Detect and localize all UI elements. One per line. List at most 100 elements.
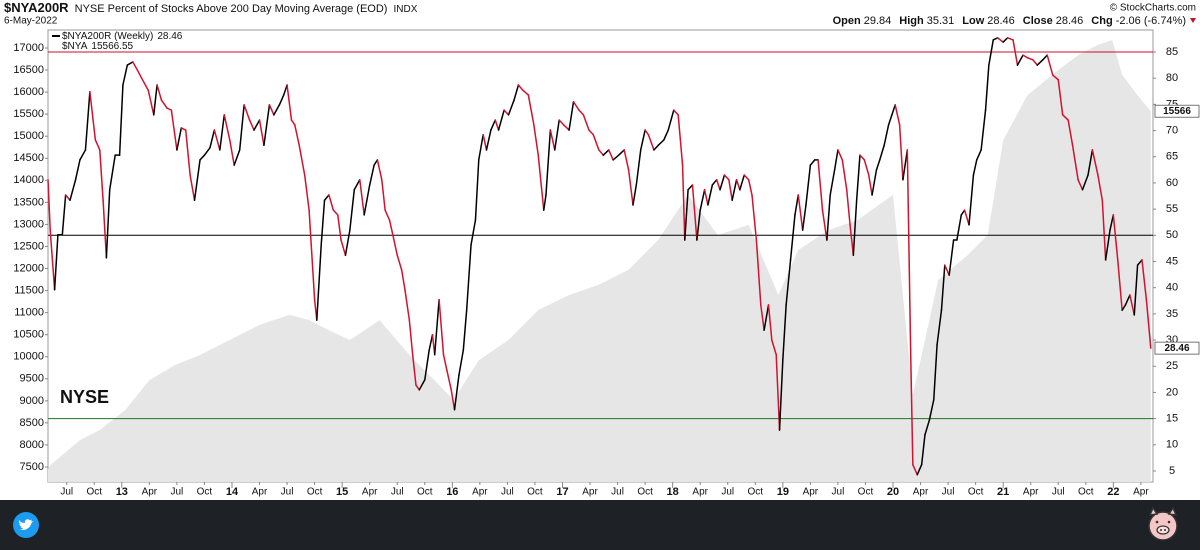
line-segment (743, 174, 750, 181)
line-segment (879, 144, 885, 161)
x-tick-label: Apr (803, 487, 819, 498)
line-segment (69, 179, 77, 201)
line-segment (845, 188, 851, 226)
chart-title: NYSE Percent of Stocks Above 200 Day Mov… (75, 3, 388, 15)
line-segment (273, 104, 281, 116)
line-segment (474, 159, 480, 221)
footer (0, 500, 1200, 550)
line-segment (747, 179, 753, 196)
header-line: $NYA200R NYSE Percent of Stocks Above 20… (4, 0, 418, 15)
line-segment (458, 349, 465, 376)
x-tick-label: 21 (997, 486, 1009, 498)
line-segment (1071, 144, 1079, 181)
line-segment (344, 229, 351, 256)
line-segment (189, 174, 196, 201)
line-segment (673, 109, 679, 116)
x-tick-label: Jul (721, 487, 734, 498)
line-segment (1091, 149, 1099, 176)
line-segment (1133, 264, 1139, 316)
line-segment (1012, 39, 1019, 66)
line-segment (920, 434, 926, 466)
line-segment (522, 89, 530, 96)
line-segment (248, 119, 255, 131)
line-segment (122, 64, 129, 86)
line-segment (871, 169, 878, 196)
line-segment (308, 209, 316, 301)
line-segment (203, 147, 211, 156)
line-segment (102, 199, 108, 259)
line-segment (1061, 114, 1069, 121)
line-segment (108, 154, 116, 191)
stat-label: Chg (1091, 15, 1112, 27)
twitter-bird (18, 519, 33, 530)
y2-tick-label: 60 (1166, 177, 1178, 189)
x-tick-label: Oct (1078, 487, 1094, 498)
x-tick-label: 18 (667, 486, 679, 498)
line-segment (286, 84, 293, 121)
line-segment (176, 127, 183, 151)
line-segment (170, 109, 178, 151)
legend-entry: $NYA 15566.55 (62, 41, 134, 52)
line-segment (384, 209, 391, 221)
x-tick-label: Oct (527, 487, 543, 498)
line-segment (763, 304, 770, 331)
line-segment (303, 174, 310, 211)
line-segment (728, 179, 733, 201)
line-segment (797, 194, 804, 231)
line-segment (735, 179, 741, 191)
line-segment (199, 154, 206, 161)
y-tick-label: 9500 (20, 373, 44, 385)
line-segment (933, 344, 938, 401)
line-segment (868, 174, 873, 196)
line-segment (963, 209, 970, 226)
line-segment (785, 259, 792, 306)
last-value-label: 15566 (1163, 106, 1191, 117)
line-segment (723, 174, 730, 181)
line-segment (894, 104, 901, 126)
line-segment (711, 179, 718, 186)
line-segment (829, 169, 836, 196)
stat-value: -2.06 (-6.74%) (1116, 15, 1186, 27)
line-segment (639, 129, 646, 151)
line-segment (94, 139, 101, 151)
x-tick-label: Apr (142, 487, 158, 498)
line-segment (751, 194, 758, 241)
line-segment (855, 154, 861, 201)
line-segment (968, 174, 975, 226)
x-tick-label: Jul (501, 487, 514, 498)
line-segment (497, 109, 505, 131)
x-tick-label: 13 (116, 486, 128, 498)
x-tick-label: Apr (1133, 487, 1149, 498)
line-segment (490, 119, 497, 131)
line-segment (558, 119, 565, 126)
line-segment (136, 69, 143, 79)
exchange: INDX (394, 4, 418, 15)
y-tick-label: 16000 (13, 86, 44, 98)
line-segment (1006, 37, 1014, 41)
line-segment (404, 289, 411, 321)
x-tick-label: 16 (446, 486, 458, 498)
line-segment (936, 309, 943, 346)
line-segment (719, 174, 726, 191)
line-segment (1046, 54, 1054, 76)
line-segment (771, 339, 777, 356)
x-tick-label: Apr (1023, 487, 1039, 498)
y-tick-label: 14000 (13, 174, 44, 186)
line-segment (485, 129, 492, 151)
y-tick-label: 15000 (13, 130, 44, 142)
date: 6-May-2022 (4, 16, 58, 27)
line-segment (482, 134, 488, 151)
line-segment (912, 463, 918, 476)
line-segment (647, 134, 655, 151)
line-segment (233, 149, 241, 166)
line-segment (817, 159, 824, 211)
line-segment (696, 209, 701, 241)
line-segment (1116, 259, 1123, 311)
line-segment (632, 184, 638, 206)
y-tick-label: 17000 (13, 42, 44, 54)
x-tick-label: Oct (637, 487, 653, 498)
x-tick-label: Jul (170, 487, 183, 498)
line-segment (298, 144, 306, 176)
line-segment (1042, 54, 1048, 61)
line-segment (1109, 214, 1115, 231)
